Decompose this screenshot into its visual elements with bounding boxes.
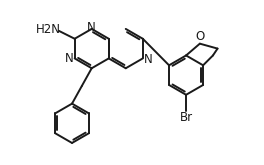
Text: H2N: H2N <box>36 23 61 36</box>
Text: N: N <box>64 52 73 65</box>
Text: N: N <box>87 21 96 34</box>
Text: O: O <box>195 30 204 43</box>
Text: N: N <box>144 53 153 66</box>
Text: Br: Br <box>180 111 193 124</box>
